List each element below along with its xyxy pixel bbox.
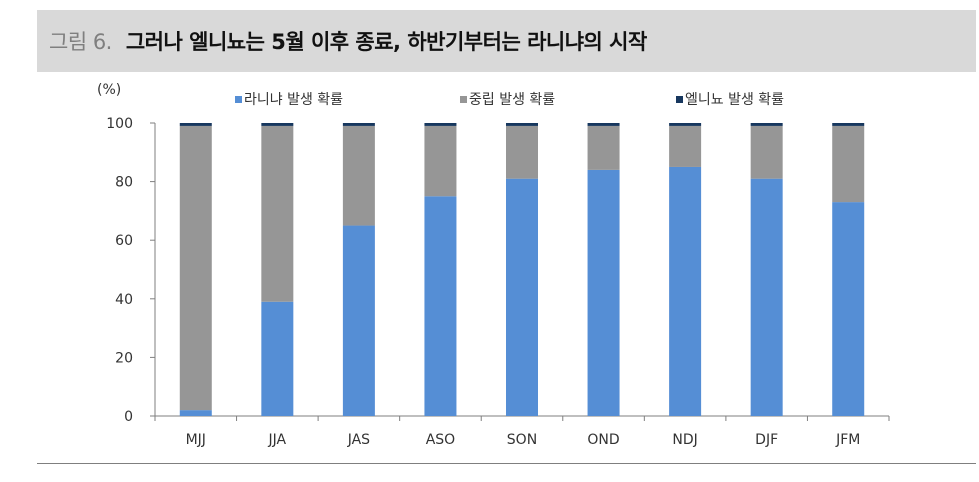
x-tick-label: SON bbox=[507, 432, 537, 448]
figure-label: 그림 6. bbox=[49, 30, 112, 54]
bar-jas-2 bbox=[342, 123, 375, 126]
bar-jja-0 bbox=[261, 301, 294, 416]
bar-jfm-1 bbox=[832, 125, 865, 203]
bar-mjj-1 bbox=[179, 125, 212, 411]
x-tick-label: NDJ bbox=[672, 432, 697, 448]
legend-swatch bbox=[460, 96, 467, 103]
bar-son-0 bbox=[506, 178, 538, 416]
bar-ond-0 bbox=[587, 169, 620, 416]
bar-aso-0 bbox=[424, 196, 457, 416]
bar-jfm-0 bbox=[832, 202, 865, 416]
x-tick-label: OND bbox=[587, 432, 619, 448]
bar-jja-2 bbox=[261, 123, 294, 126]
x-tick-label: JAS bbox=[347, 432, 370, 448]
y-tick-label: 20 bbox=[115, 350, 133, 366]
bar-aso-1 bbox=[424, 125, 457, 197]
legend-label: 엘니뇨 발생 확률 bbox=[685, 92, 784, 108]
figure-title: 그러나 엘니뇨는 5월 이후 종료, 하반기부터는 라니냐의 시작 bbox=[125, 30, 647, 54]
x-tick-label: JJA bbox=[268, 432, 287, 448]
x-tick-label: ASO bbox=[426, 432, 455, 448]
bar-djf-1 bbox=[750, 125, 783, 179]
bar-jas-0 bbox=[342, 225, 375, 416]
bar-ndj-1 bbox=[669, 125, 702, 167]
bar-ndj-2 bbox=[669, 123, 702, 126]
bar-jfm-2 bbox=[832, 123, 865, 126]
bar-jja-1 bbox=[261, 125, 294, 302]
figure-header: 그림 6. 그러나 엘니뇨는 5월 이후 종료, 하반기부터는 라니냐의 시작 bbox=[37, 10, 976, 72]
bar-djf-2 bbox=[750, 123, 783, 126]
y-tick-label: 60 bbox=[115, 233, 133, 249]
bar-son-1 bbox=[506, 125, 538, 179]
bar-son-2 bbox=[506, 123, 538, 126]
y-tick-label: 40 bbox=[115, 292, 133, 308]
x-tick-label: MJJ bbox=[186, 432, 206, 448]
bar-ndj-0 bbox=[669, 166, 702, 416]
x-tick-label: JFM bbox=[835, 432, 860, 448]
y-tick-label: 100 bbox=[106, 116, 133, 132]
bar-mjj-0 bbox=[179, 410, 212, 416]
bar-mjj-2 bbox=[179, 123, 212, 126]
bar-ond-1 bbox=[587, 125, 620, 170]
y-tick-label: 0 bbox=[124, 409, 133, 425]
bar-djf-0 bbox=[750, 178, 783, 416]
bottom-divider bbox=[37, 463, 976, 464]
y-axis-unit-label: (%) bbox=[97, 82, 121, 98]
bar-aso-2 bbox=[424, 123, 457, 126]
y-tick-label: 80 bbox=[115, 175, 133, 191]
legend-label: 라니냐 발생 확률 bbox=[244, 92, 343, 108]
bar-jas-1 bbox=[342, 125, 375, 226]
legend-swatch bbox=[676, 96, 683, 103]
bar-ond-2 bbox=[587, 123, 620, 126]
legend-swatch bbox=[235, 96, 242, 103]
legend-label: 중립 발생 확률 bbox=[469, 92, 555, 108]
x-tick-label: DJF bbox=[755, 432, 778, 448]
